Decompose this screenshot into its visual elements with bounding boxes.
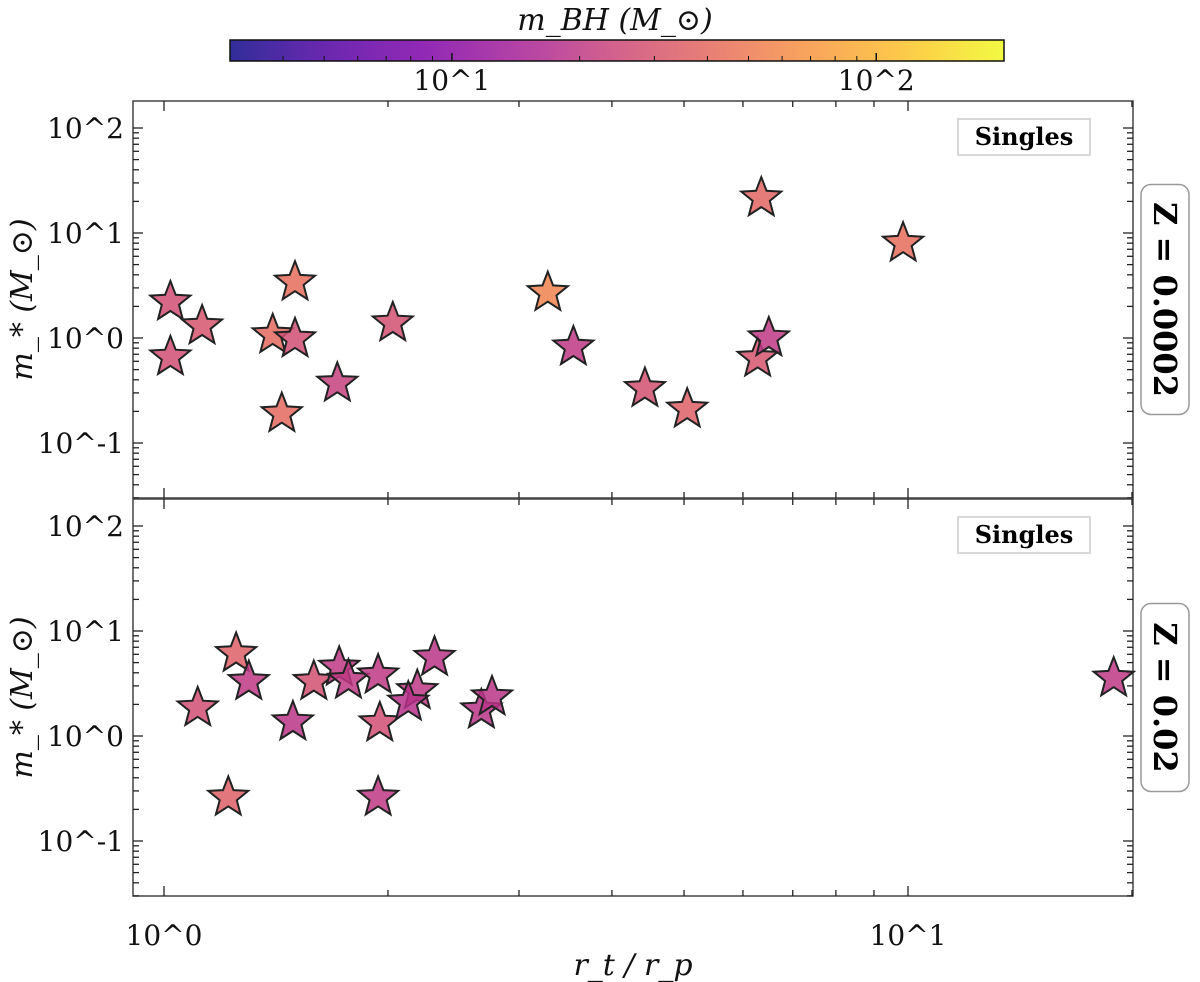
data-point-star: [738, 174, 784, 218]
y-tick-label: 10^2: [47, 112, 124, 145]
y-tick-label: 10^2: [47, 510, 124, 543]
data-point-star: [370, 299, 416, 343]
x-tick-label: 10^1: [870, 919, 947, 952]
data-point-star: [272, 315, 318, 359]
data-point-star: [147, 333, 194, 377]
metallicity-label: Z = 0.0002: [1146, 202, 1184, 397]
colorbar-gradient: [229, 39, 1005, 62]
y-tick-label: 10^-1: [38, 825, 124, 858]
data-point-star: [411, 633, 458, 677]
colorbar-tick-label: 10^2: [838, 64, 915, 97]
y-axis-label: m_* (M_⊙): [5, 218, 40, 380]
data-point-star: [1091, 654, 1137, 698]
y-tick-label: 10^0: [47, 322, 124, 355]
data-point-star: [314, 359, 360, 403]
y-tick-label: 10^1: [47, 217, 124, 250]
plot-frame: [132, 100, 1134, 499]
y-tick-label: 10^1: [47, 615, 124, 648]
plot-frame: [132, 498, 1134, 897]
data-point-star: [355, 651, 401, 695]
panel-bottom: 10^-1 10^0 10^1 10^2 10^0 10^1 r_t / r_p m_* (M…: [5, 498, 1190, 982]
annotation-singles: Singles: [975, 520, 1074, 549]
data-point-star: [746, 314, 792, 358]
x-axis-label: r_t / r_p: [573, 948, 692, 982]
colorbar-tick-label: 10^1: [413, 64, 490, 97]
y-tick-label: 10^0: [47, 720, 124, 753]
data-point-star: [355, 773, 401, 817]
x-tick-label: 10^0: [126, 919, 203, 952]
y-tick-label: 10^-1: [38, 427, 124, 460]
data-point-star: [385, 678, 431, 722]
panels: 10^-1 10^0 10^1 10^2 m_* (M_⊙) Singles Z = 0.0…: [5, 100, 1190, 982]
data-point-star: [469, 673, 515, 717]
data-point-star: [880, 219, 926, 263]
data-point-star: [357, 699, 403, 743]
legend-box: [957, 118, 1091, 156]
metallicity-label-box: [1140, 183, 1190, 416]
data-point-star: [735, 334, 781, 378]
data-point-star: [175, 684, 221, 728]
data-point-star: [664, 385, 710, 429]
y-axis-label: m_* (M_⊙): [5, 616, 40, 778]
data-point-star: [213, 629, 259, 673]
data-point-star: [270, 698, 316, 742]
data-point-star: [226, 657, 272, 701]
data-point-star: [272, 258, 318, 302]
panel-top: 10^-1 10^0 10^1 10^2 m_* (M_⊙) Singles Z = 0.0…: [5, 100, 1190, 499]
data-point-star: [250, 311, 296, 355]
data-point-star: [622, 364, 668, 408]
data-point-star: [525, 268, 571, 312]
data-point-star: [550, 323, 596, 367]
metallicity-label-box: [1140, 602, 1190, 793]
annotation-singles: Singles: [975, 122, 1074, 151]
data-point-star: [205, 773, 251, 817]
data-point-star: [147, 278, 194, 322]
legend-box: [957, 516, 1091, 554]
metallicity-label: Z = 0.02: [1146, 622, 1184, 772]
colorbar-label: m_BH (M_⊙): [517, 3, 712, 38]
data-point-star: [179, 302, 225, 346]
colorbar: 10^1 10^2 m_BH (M_⊙): [229, 3, 1005, 97]
data-point-star: [259, 389, 305, 433]
